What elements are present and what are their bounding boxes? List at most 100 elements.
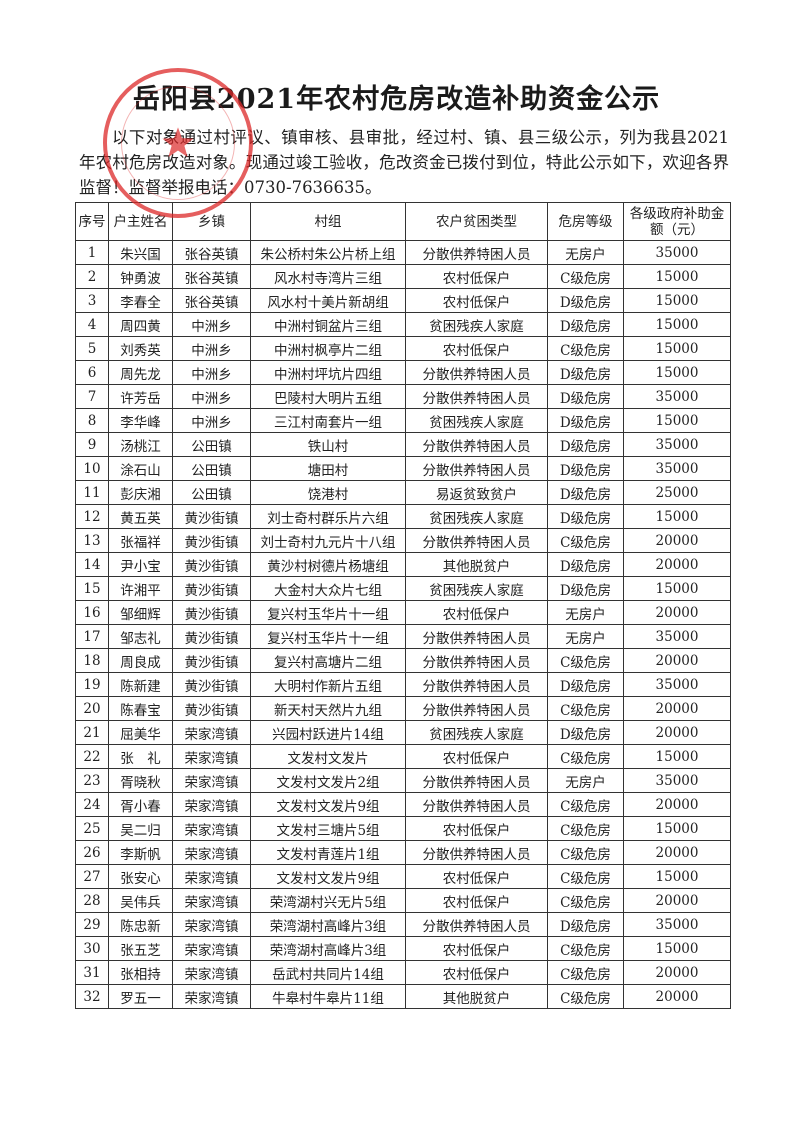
cell-owner-name: 周良成 (108, 648, 173, 673)
table-row: 23 胥晓秋 荣家湾镇 文发村文发片2组 分散供养特困人员 无房户 35000 (75, 768, 731, 793)
cell-row-number: 4 (75, 312, 109, 337)
cell-row-number: 12 (75, 504, 109, 529)
cell-village-group: 黄沙村树德片杨塘组 (250, 552, 406, 577)
table-row: 29 陈忠新 荣家湾镇 荣湾湖村高峰片3组 分散供养特困人员 D级危房 35000 (75, 912, 731, 937)
cell-poverty-type: 分散供养特困人员 (405, 648, 548, 673)
cell-row-number: 7 (75, 384, 109, 409)
cell-village-group: 文发村文发片9组 (250, 864, 406, 889)
table-row: 16 邹细辉 黄沙街镇 复兴村玉华片十一组 农村低保户 无房户 20000 (75, 600, 731, 625)
cell-subsidy-amount: 20000 (623, 648, 731, 673)
cell-township: 中洲乡 (172, 384, 251, 409)
cell-village-group: 文发村青莲片1组 (250, 840, 406, 865)
cell-village-group: 复兴村玉华片十一组 (250, 624, 406, 649)
table-row: 3 李春全 张谷英镇 风水村十美片新胡组 农村低保户 D级危房 15000 (75, 288, 731, 313)
cell-row-number: 14 (75, 552, 109, 577)
cell-danger-level: D级危房 (547, 384, 624, 409)
cell-row-number: 3 (75, 288, 109, 313)
cell-township: 荣家湾镇 (172, 816, 251, 841)
cell-poverty-type: 分散供养特困人员 (405, 696, 548, 721)
cell-village-group: 文发村文发片9组 (250, 792, 406, 817)
cell-village-group: 刘士奇村九元片十八组 (250, 528, 406, 553)
cell-owner-name: 涂石山 (108, 456, 173, 481)
header-row-number: 序号 (75, 202, 109, 241)
cell-village-group: 荣湾湖村高峰片3组 (250, 912, 406, 937)
table-row: 27 张安心 荣家湾镇 文发村文发片9组 农村低保户 C级危房 15000 (75, 864, 731, 889)
cell-danger-level: C级危房 (547, 840, 624, 865)
cell-danger-level: C级危房 (547, 696, 624, 721)
cell-subsidy-amount: 35000 (623, 768, 731, 793)
cell-township: 黄沙街镇 (172, 624, 251, 649)
cell-subsidy-amount: 35000 (623, 384, 731, 409)
cell-poverty-type: 分散供养特困人员 (405, 432, 548, 457)
table-row: 17 邹志礼 黄沙街镇 复兴村玉华片十一组 分散供养特困人员 无房户 35000 (75, 624, 731, 649)
cell-owner-name: 张五芝 (108, 936, 173, 961)
header-township: 乡镇 (172, 202, 251, 241)
cell-village-group: 文发村文发片2组 (250, 768, 406, 793)
table-row: 11 彭庆湘 公田镇 饶港村 易返贫致贫户 D级危房 25000 (75, 480, 731, 505)
cell-poverty-type: 农村低保户 (405, 960, 548, 985)
cell-subsidy-amount: 15000 (623, 936, 731, 961)
cell-poverty-type: 分散供养特困人员 (405, 912, 548, 937)
cell-row-number: 18 (75, 648, 109, 673)
table-row: 6 周先龙 中洲乡 中洲村坪坑片四组 分散供养特困人员 D级危房 15000 (75, 360, 731, 385)
cell-danger-level: D级危房 (547, 408, 624, 433)
cell-owner-name: 李华峰 (108, 408, 173, 433)
cell-township: 黄沙街镇 (172, 672, 251, 697)
cell-poverty-type: 贫困残疾人家庭 (405, 312, 548, 337)
document-body: 岳阳县2021年农村危房改造补助资金公示 以下对象通过村评议、镇审核、县审批，经… (0, 84, 793, 1009)
cell-row-number: 13 (75, 528, 109, 553)
cell-subsidy-amount: 15000 (623, 264, 731, 289)
cell-danger-level: D级危房 (547, 720, 624, 745)
cell-subsidy-amount: 35000 (623, 672, 731, 697)
cell-subsidy-amount: 20000 (623, 888, 731, 913)
cell-poverty-type: 分散供养特困人员 (405, 624, 548, 649)
cell-township: 公田镇 (172, 432, 251, 457)
cell-row-number: 2 (75, 264, 109, 289)
cell-subsidy-amount: 20000 (623, 984, 731, 1009)
cell-township: 中洲乡 (172, 360, 251, 385)
intro-paragraph: 以下对象通过村评议、镇审核、县审批，经过村、镇、县三级公示，列为我县2021年农… (79, 128, 729, 197)
cell-village-group: 塘田村 (250, 456, 406, 481)
header-subsidy-amount: 各级政府补助金额（元） (623, 202, 731, 241)
cell-village-group: 中洲村枫亭片二组 (250, 336, 406, 361)
cell-row-number: 15 (75, 576, 109, 601)
cell-danger-level: D级危房 (547, 576, 624, 601)
cell-owner-name: 张 礼 (108, 744, 173, 769)
table-row: 14 尹小宝 黄沙街镇 黄沙村树德片杨塘组 其他脱贫户 D级危房 20000 (75, 552, 731, 577)
cell-township: 黄沙街镇 (172, 696, 251, 721)
cell-subsidy-amount: 15000 (623, 864, 731, 889)
cell-subsidy-amount: 15000 (623, 744, 731, 769)
cell-row-number: 20 (75, 696, 109, 721)
cell-village-group: 文发村文发片 (250, 744, 406, 769)
header-owner-name: 户主姓名 (108, 202, 173, 241)
cell-poverty-type: 农村低保户 (405, 744, 548, 769)
cell-subsidy-amount: 35000 (623, 624, 731, 649)
cell-township: 张谷英镇 (172, 288, 251, 313)
cell-township: 荣家湾镇 (172, 744, 251, 769)
cell-row-number: 28 (75, 888, 109, 913)
table-row: 28 吴伟兵 荣家湾镇 荣湾湖村兴无片5组 农村低保户 C级危房 20000 (75, 888, 731, 913)
cell-danger-level: D级危房 (547, 552, 624, 577)
cell-township: 荣家湾镇 (172, 936, 251, 961)
cell-subsidy-amount: 35000 (623, 240, 731, 265)
cell-owner-name: 李斯帆 (108, 840, 173, 865)
cell-row-number: 9 (75, 432, 109, 457)
table-row: 30 张五芝 荣家湾镇 荣湾湖村高峰片3组 农村低保户 C级危房 15000 (75, 936, 731, 961)
cell-row-number: 27 (75, 864, 109, 889)
cell-township: 荣家湾镇 (172, 960, 251, 985)
cell-village-group: 荣湾湖村兴无片5组 (250, 888, 406, 913)
cell-village-group: 铁山村 (250, 432, 406, 457)
cell-village-group: 朱公桥村朱公片桥上组 (250, 240, 406, 265)
cell-owner-name: 邹细辉 (108, 600, 173, 625)
cell-township: 中洲乡 (172, 312, 251, 337)
cell-township: 黄沙街镇 (172, 648, 251, 673)
cell-poverty-type: 分散供养特困人员 (405, 768, 548, 793)
cell-danger-level: D级危房 (547, 456, 624, 481)
cell-owner-name: 许湘平 (108, 576, 173, 601)
cell-danger-level: C级危房 (547, 336, 624, 361)
cell-danger-level: C级危房 (547, 888, 624, 913)
cell-row-number: 5 (75, 336, 109, 361)
table-row: 15 许湘平 黄沙街镇 大金村大众片七组 贫困残疾人家庭 D级危房 15000 (75, 576, 731, 601)
cell-owner-name: 屈美华 (108, 720, 173, 745)
cell-subsidy-amount: 15000 (623, 336, 731, 361)
